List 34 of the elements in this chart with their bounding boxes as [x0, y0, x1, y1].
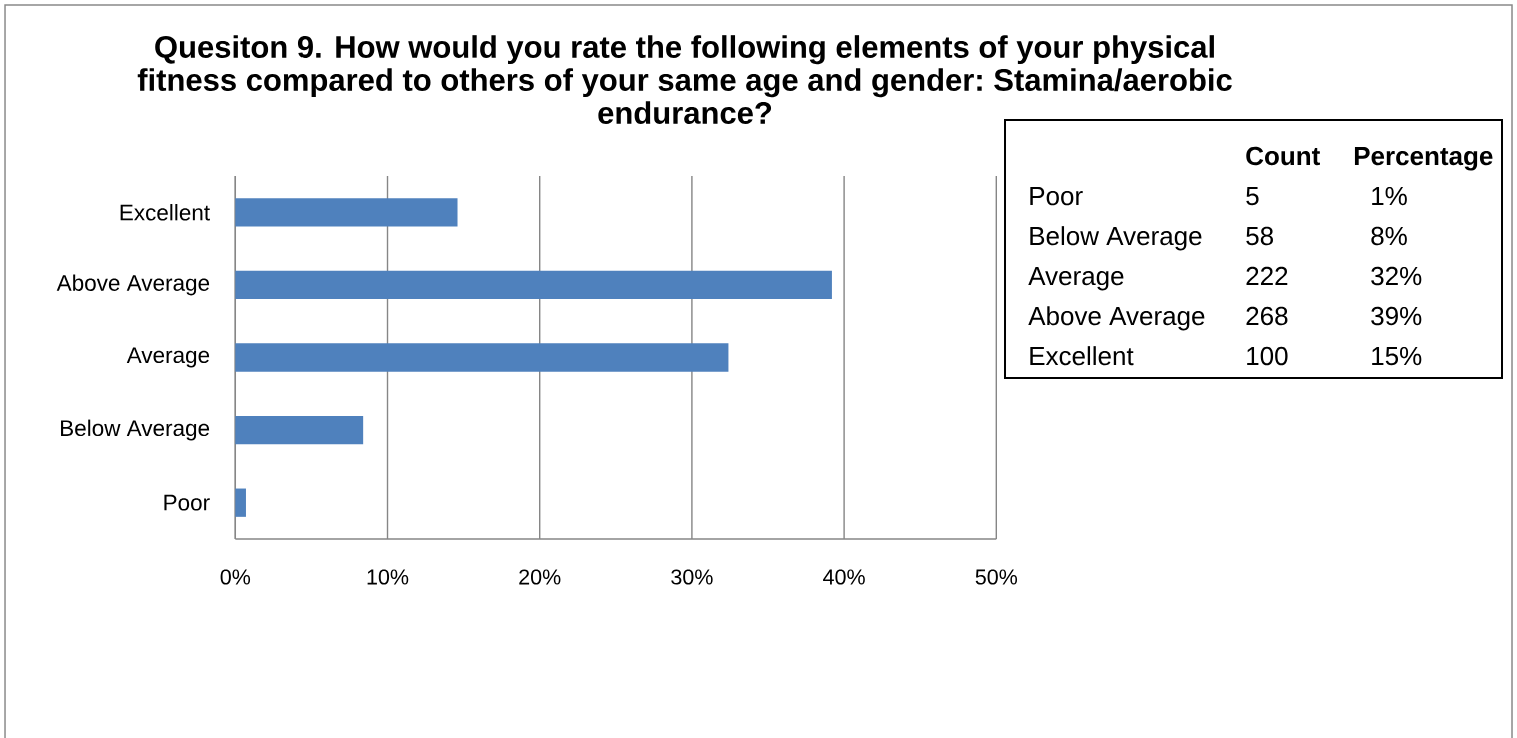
x-tick-label: 30%: [671, 569, 713, 585]
x-tick-label: 20%: [519, 569, 561, 585]
data-label: 1%: [1372, 186, 1407, 206]
data-label: 268: [1246, 306, 1288, 326]
data-label: 58: [1246, 226, 1273, 246]
bar: [235, 488, 246, 517]
y-tick-label: Below Average: [61, 419, 210, 441]
x-tick-label: 40%: [823, 569, 865, 585]
category-label: Poor: [1030, 187, 1083, 206]
data-label: 15%: [1372, 346, 1422, 366]
bar: [235, 343, 729, 372]
category-label: Average: [1028, 267, 1124, 291]
text: Count: [1246, 146, 1320, 166]
x-tick-label: 0%: [220, 569, 251, 585]
y-tick-label: Poor: [164, 494, 210, 511]
data-label: 8%: [1371, 226, 1407, 246]
category-label: Excellent: [1030, 346, 1134, 366]
text: Percentage: [1354, 147, 1493, 171]
bar: [235, 415, 364, 445]
y-tick-label: Above Average: [56, 274, 210, 296]
y-tick-label: Excellent: [120, 204, 210, 221]
y-tick-label: Average: [126, 347, 210, 368]
data-label: 32%: [1371, 266, 1422, 286]
category-label: Above Average: [1028, 306, 1205, 331]
x-tick-label: 50%: [975, 569, 1018, 585]
data-label: 100: [1247, 346, 1288, 366]
bar: [235, 198, 458, 227]
category-label: Below Average: [1030, 226, 1202, 251]
data-label: 5: [1246, 187, 1259, 206]
x-tick-label: 10%: [367, 569, 409, 585]
data-label: 39%: [1371, 306, 1422, 326]
chart-title: Quesiton 9. How would you rate the following elements of your physical fitness compared to others of your same age and gender: Stamina/aerobic endurance?: [137, 35, 1232, 124]
data-label: 222: [1246, 266, 1288, 285]
bar: [235, 270, 832, 300]
